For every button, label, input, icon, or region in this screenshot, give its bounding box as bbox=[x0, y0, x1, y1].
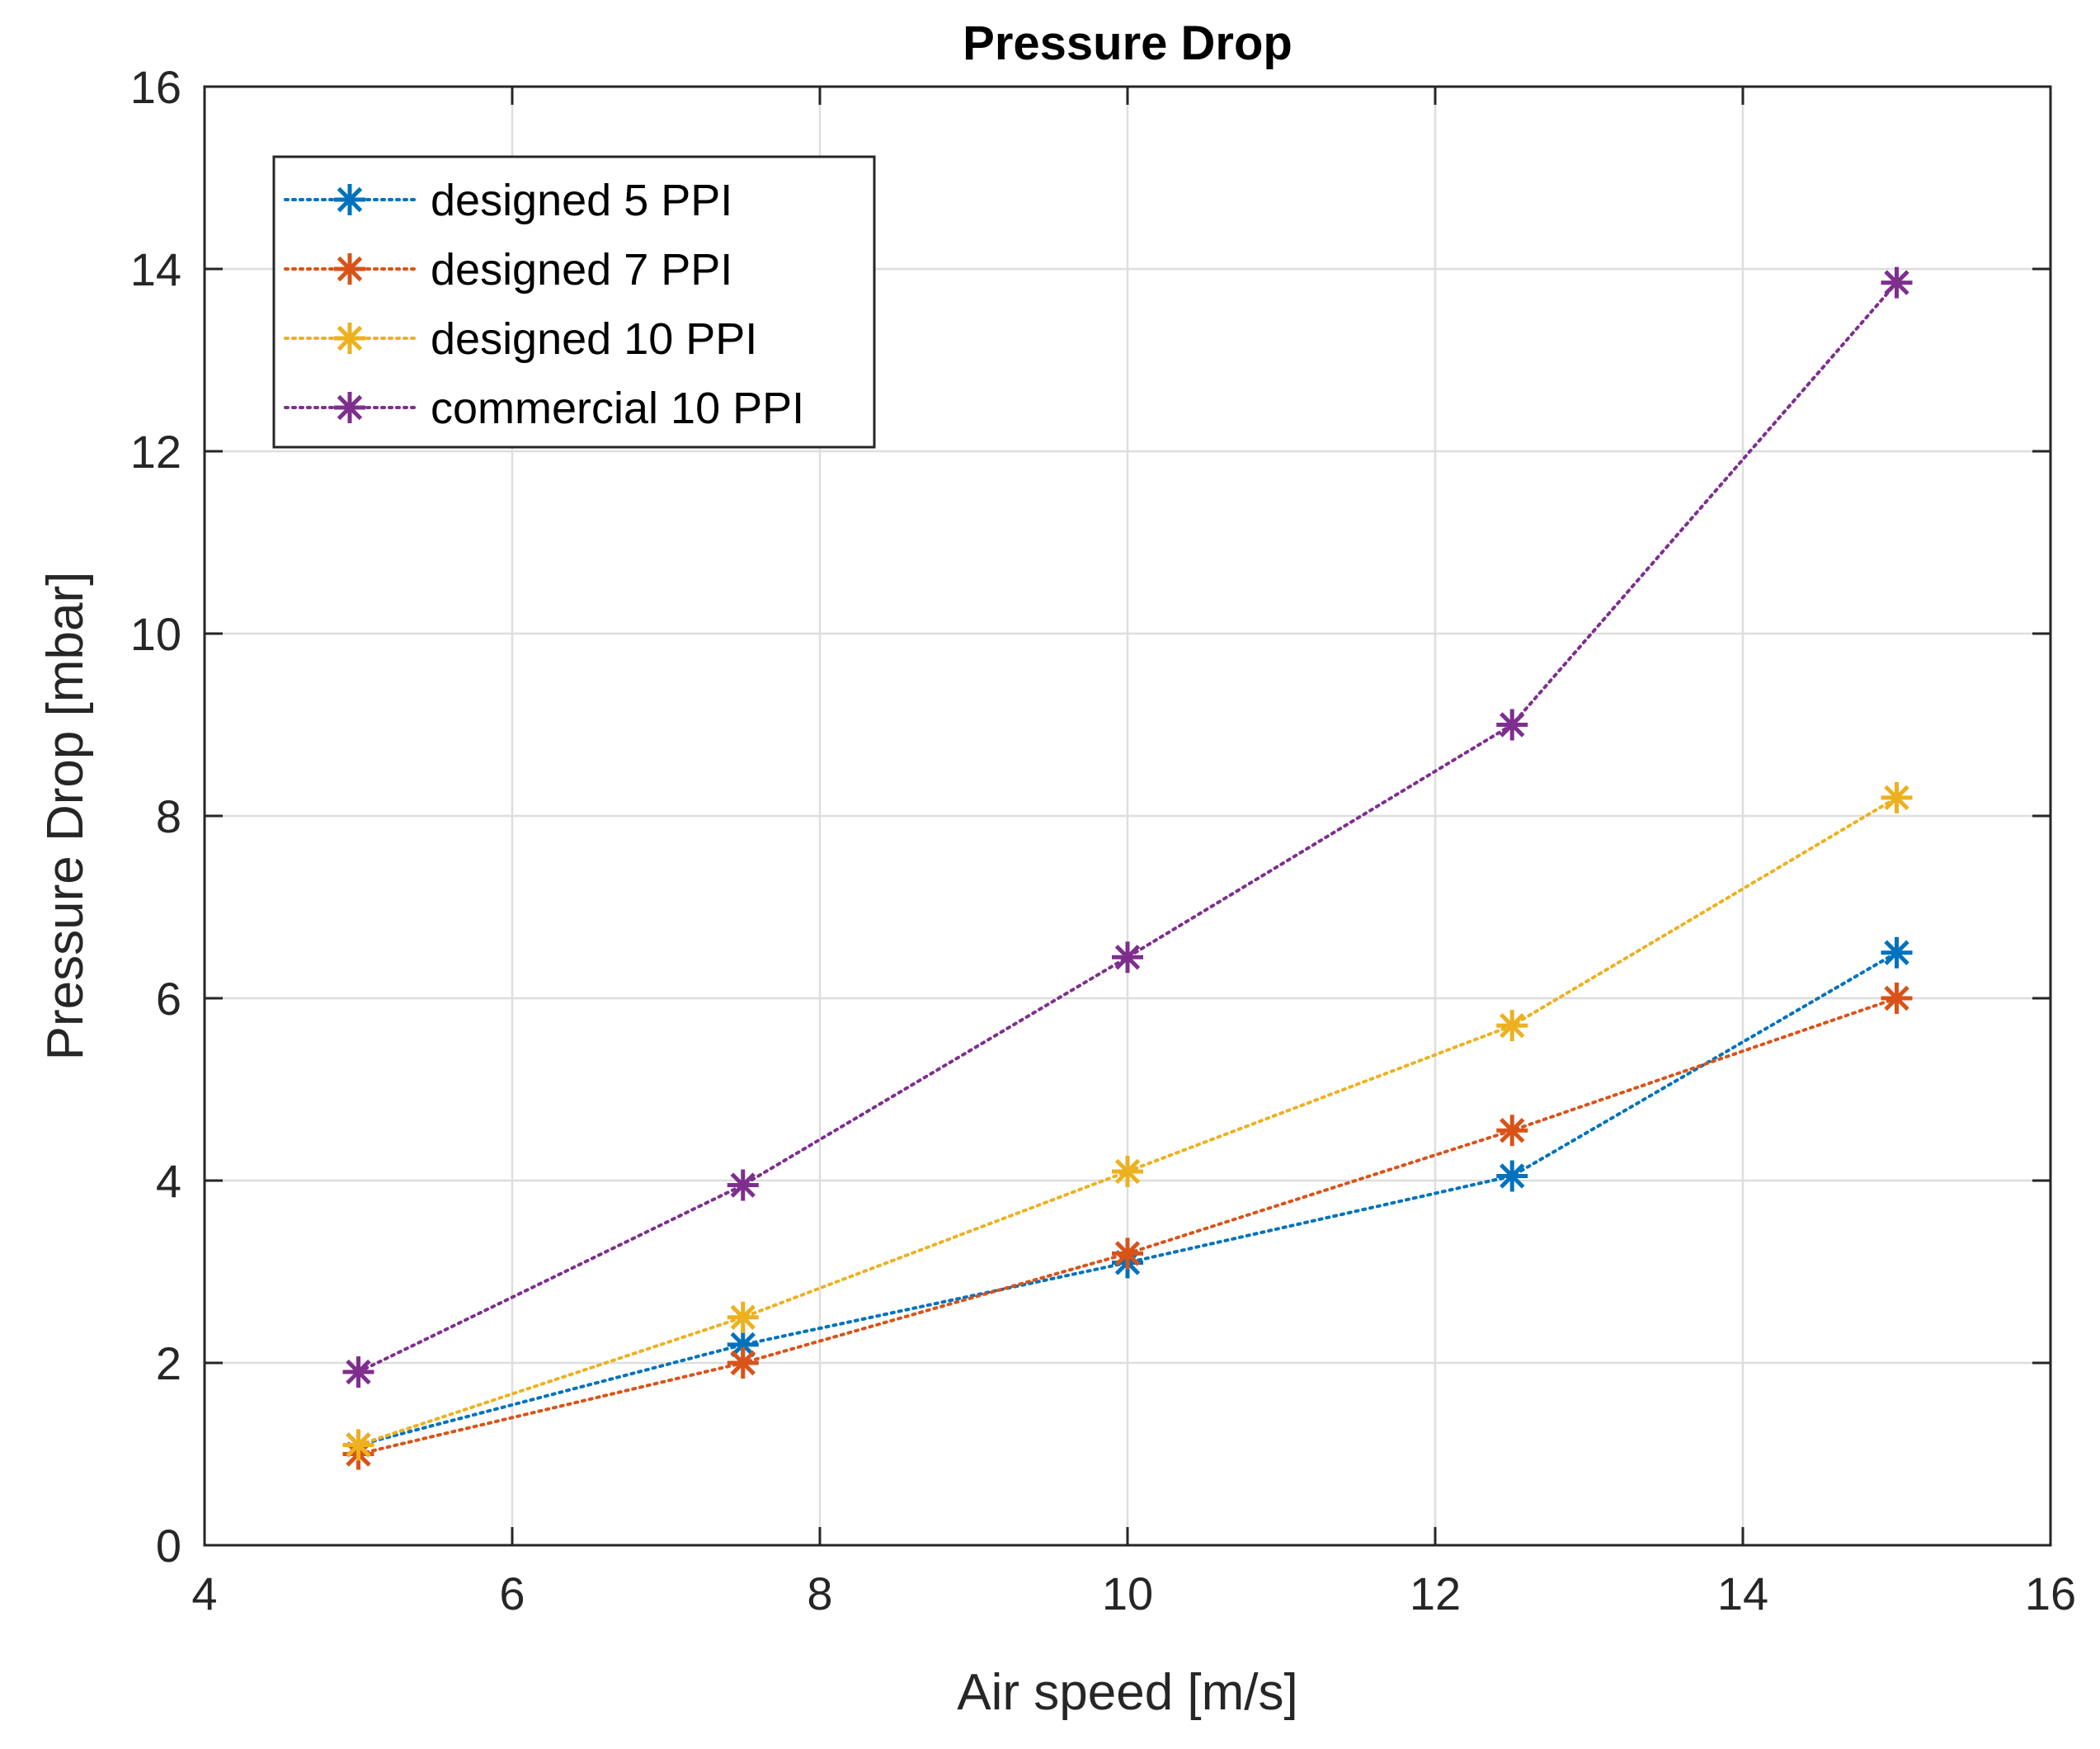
legend-label: designed 7 PPI bbox=[431, 245, 732, 295]
data-point bbox=[1881, 266, 1913, 299]
legend-box bbox=[272, 155, 876, 449]
legend-marker bbox=[334, 184, 365, 215]
y-tick-label: 0 bbox=[156, 1520, 181, 1572]
data-point bbox=[1881, 983, 1913, 1014]
legend-entry: designed 7 PPI bbox=[284, 245, 732, 295]
legend-label: designed 5 PPI bbox=[431, 176, 732, 225]
legend-entry: designed 5 PPI bbox=[284, 176, 732, 225]
x-axis-ticks: 4 6 8 10 12 14 16 bbox=[191, 87, 2076, 1619]
legend-label: designed 10 PPI bbox=[431, 314, 757, 364]
y-tick-label: 10 bbox=[130, 608, 181, 660]
data-point bbox=[1112, 1155, 1143, 1187]
x-tick-label: 12 bbox=[1410, 1568, 1461, 1619]
data-point bbox=[727, 1347, 759, 1379]
chart-title: Pressure Drop bbox=[963, 16, 1292, 70]
x-axis-label: Air speed [m/s] bbox=[957, 1664, 1297, 1721]
y-tick-label: 6 bbox=[156, 973, 181, 1025]
x-tick-label: 14 bbox=[1717, 1568, 1768, 1619]
x-tick-label: 8 bbox=[807, 1568, 832, 1619]
data-point bbox=[1881, 781, 1913, 813]
legend-entry: commercial 10 PPI bbox=[284, 384, 804, 433]
y-tick-label: 8 bbox=[156, 790, 181, 842]
series-3 bbox=[342, 781, 1913, 1461]
x-tick-label: 16 bbox=[2025, 1568, 2076, 1619]
data-point bbox=[1496, 709, 1528, 741]
data-point bbox=[1881, 936, 1913, 969]
legend: designed 5 PPI designed 7 PPI designed 10 … bbox=[272, 155, 876, 449]
data-point bbox=[1496, 1010, 1528, 1042]
x-tick-label: 10 bbox=[1102, 1568, 1153, 1619]
legend-marker bbox=[334, 392, 365, 423]
data-point bbox=[1112, 941, 1143, 974]
data-point bbox=[342, 1356, 374, 1388]
y-axis-label: Pressure Drop [mbar] bbox=[37, 572, 94, 1061]
y-tick-label: 2 bbox=[156, 1337, 181, 1389]
data-point bbox=[1496, 1160, 1528, 1192]
x-tick-label: 4 bbox=[191, 1568, 217, 1619]
data-point bbox=[727, 1301, 759, 1333]
legend-marker bbox=[334, 253, 365, 285]
legend-label: commercial 10 PPI bbox=[431, 384, 804, 433]
y-axis-ticks: 0 2 4 6 8 10 12 14 16 bbox=[130, 61, 2051, 1572]
x-tick-label: 6 bbox=[499, 1568, 525, 1619]
legend-marker bbox=[334, 323, 365, 354]
legend-entry: designed 10 PPI bbox=[284, 314, 757, 364]
y-tick-label: 16 bbox=[130, 61, 181, 113]
y-tick-label: 14 bbox=[130, 243, 181, 295]
y-tick-label: 12 bbox=[130, 426, 181, 478]
series-4 bbox=[342, 266, 1913, 1388]
series-layer bbox=[342, 266, 1913, 1470]
data-point bbox=[1496, 1115, 1528, 1147]
data-point bbox=[727, 1169, 759, 1201]
data-point bbox=[1112, 1238, 1143, 1270]
y-tick-label: 4 bbox=[156, 1155, 181, 1207]
data-point bbox=[342, 1429, 374, 1461]
